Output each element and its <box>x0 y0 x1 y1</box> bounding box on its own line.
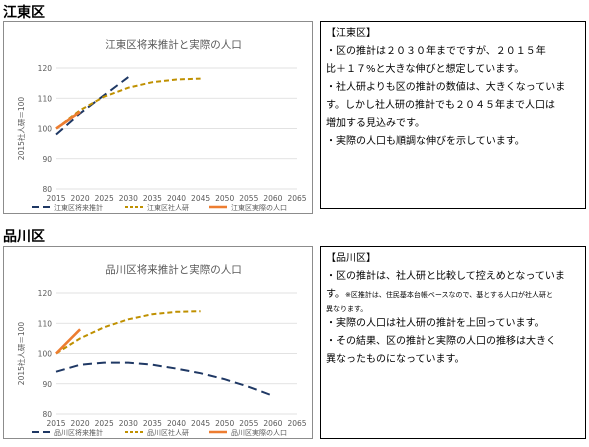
x-tick-label: 2030 <box>119 194 138 203</box>
x-tick-label: 2040 <box>167 419 186 428</box>
series-line-1 <box>55 310 201 355</box>
section-heading-koto: 江東区 <box>3 5 45 21</box>
legend-label: 江東区社人研 <box>147 203 189 212</box>
series-line-1 <box>55 77 201 130</box>
x-tick-label: 2015 <box>46 194 65 203</box>
legend-label: 江東区将来推計 <box>54 203 103 212</box>
x-tick-label: 2025 <box>95 419 114 428</box>
y-tick-label: 100 <box>38 350 53 359</box>
legend-label: 品川区社人研 <box>147 428 189 437</box>
x-tick-label: 2045 <box>191 194 210 203</box>
x-tick-label: 2055 <box>239 194 258 203</box>
note-line: 異なったものになっています。 <box>326 354 465 365</box>
note-line: す。 <box>326 289 345 300</box>
chart-panel-shinagawa: 品川区将来推計と実際の人口 80 90 100 110 120 2015 2020 2025 20… <box>3 246 313 439</box>
note-line: ・区の推計は、社人研と比較して控えめとなっていま <box>326 271 565 282</box>
x-tick-label: 2050 <box>215 194 234 203</box>
x-tick-label: 2055 <box>239 419 258 428</box>
section-heading-shinagawa: 品川区 <box>3 229 45 245</box>
x-tick-label: 2060 <box>263 419 282 428</box>
y-tick-label: 90 <box>42 380 52 389</box>
y-tick-label: 90 <box>42 155 52 164</box>
chart-shinagawa: 品川区将来推計と実際の人口 80 90 100 110 120 2015 2020 2025 20… <box>16 263 307 437</box>
note-line: ・実際の人口は社人研の推計を上回っています。 <box>326 318 545 329</box>
series-line-0 <box>55 76 129 136</box>
chart-koto: 江東区将来推計と実際の人口 80 90 100 110 120 2015 2020 2025 20… <box>16 38 307 212</box>
chart-title: 品川区将来推計と実際の人口 <box>105 263 242 276</box>
x-tick-label: 2020 <box>71 194 90 203</box>
y-axis-label: 2015社人研＝100 <box>16 97 26 161</box>
note-box-shinagawa: 【品川区】 ・区の推計は、社人研と比較して控えめとなっていま す。※区推計は、住… <box>320 246 586 439</box>
note-small-line: ※区推計は、住民基本台帳ベースなので、基とする人口が社人研と <box>345 291 554 299</box>
note-line: 増加する見込みです。 <box>326 118 425 129</box>
series-line-0 <box>55 361 274 397</box>
note-line: ・区の推計は２０３０年までですが、２０１５年 <box>326 46 546 57</box>
legend-label: 品川区将来推計 <box>54 428 103 437</box>
note-small-line: 異なります。 <box>326 305 368 313</box>
x-tick-label: 2065 <box>287 194 306 203</box>
y-tick-label: 110 <box>38 94 53 103</box>
series-line-2 <box>55 328 82 355</box>
note-line: 比＋１７%と大きな伸びと想定しています。 <box>326 64 525 75</box>
note-line: す。しかし社人研の推計でも２０４５年まで人口は <box>326 100 555 111</box>
legend-label: 品川区実際の人口 <box>231 428 287 437</box>
y-tick-label: 110 <box>38 319 53 328</box>
y-axis-label: 2015社人研＝100 <box>16 322 26 386</box>
y-tick-label: 120 <box>38 64 53 73</box>
x-tick-label: 2030 <box>119 419 138 428</box>
note-line: ・社人研よりも区の推計の数値は、大きくなっていま <box>326 82 566 93</box>
y-tick-label: 120 <box>38 289 53 298</box>
x-tick-label: 2040 <box>167 194 186 203</box>
note-heading: 【品川区】 <box>326 253 376 264</box>
x-tick-label: 2035 <box>143 194 162 203</box>
chart-panel-koto: 江東区将来推計と実際の人口 80 90 100 110 120 2015 2020 2025 20… <box>3 21 313 214</box>
note-box-koto: 【江東区】 ・区の推計は２０３０年までですが、２０１５年 比＋１７%と大きな伸び… <box>320 21 586 209</box>
x-tick-label: 2050 <box>215 419 234 428</box>
x-tick-label: 2020 <box>71 419 90 428</box>
x-tick-label: 2015 <box>46 419 65 428</box>
note-line: ・その結果、区の推計と実際の人口の推移は大きく <box>326 336 556 347</box>
x-tick-label: 2035 <box>143 419 162 428</box>
y-tick-label: 100 <box>38 125 53 134</box>
x-tick-label: 2065 <box>287 419 306 428</box>
series-line-2 <box>55 110 81 130</box>
x-tick-label: 2045 <box>191 419 210 428</box>
chart-title: 江東区将来推計と実際の人口 <box>105 38 242 51</box>
y-tick-label: 80 <box>42 410 52 419</box>
note-heading: 【江東区】 <box>326 28 376 39</box>
x-tick-label: 2025 <box>95 194 114 203</box>
note-line: ・実際の人口も順調な伸びを示しています。 <box>326 136 525 147</box>
legend-label: 江東区実際の人口 <box>231 203 287 212</box>
x-tick-label: 2060 <box>263 194 282 203</box>
y-tick-label: 80 <box>42 185 52 194</box>
